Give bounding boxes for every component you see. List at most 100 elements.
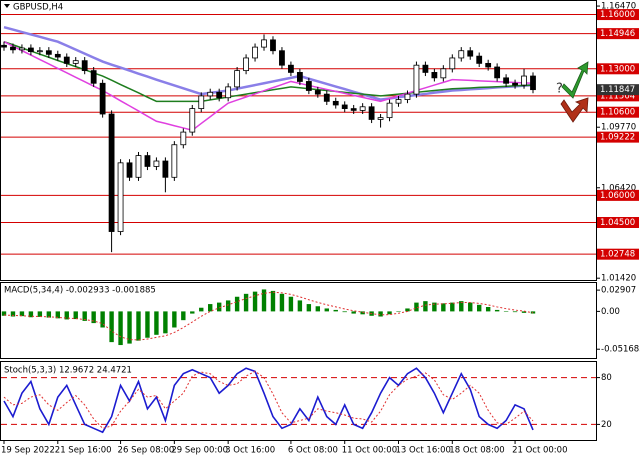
macd-bar: [405, 308, 410, 312]
candle-body: [395, 99, 402, 104]
macd-bar: [234, 296, 240, 312]
annotation: ?: [556, 82, 563, 97]
y-tick-label: 1.09770: [601, 123, 636, 133]
moving-average: [3, 41, 534, 132]
macd-bar: [432, 302, 437, 312]
candle-body: [288, 64, 294, 73]
candle-body: [377, 117, 384, 120]
macd-bar: [342, 311, 347, 313]
candle-body: [90, 70, 97, 84]
candle-body: [36, 50, 43, 53]
candle-body: [99, 82, 106, 115]
candle-body: [314, 90, 321, 95]
candle-body: [440, 68, 447, 79]
current-price-label: 1.11847: [600, 85, 635, 95]
stoch-title: Stoch(5,3,3) 12.9672 24.4721: [4, 366, 132, 376]
x-tick-label: 26 Sep 08:00: [118, 446, 175, 456]
macd-bar: [82, 311, 87, 321]
candle-body: [171, 144, 178, 178]
candle-body: [216, 91, 223, 99]
macd-bar: [270, 290, 276, 312]
candle-body: [19, 47, 25, 51]
candle-body: [81, 60, 88, 72]
candle-body: [422, 64, 429, 73]
level-label: 1.14946: [600, 29, 635, 39]
candle-body: [10, 46, 16, 51]
macd-bar: [324, 308, 329, 312]
macd-bar: [91, 311, 96, 324]
candle-body: [144, 155, 151, 167]
candle-body: [27, 47, 34, 53]
macd-bar: [154, 311, 159, 335]
candle-body: [54, 53, 61, 58]
level-label-box: [597, 9, 639, 21]
candle-body: [180, 131, 187, 146]
candle-body: [162, 160, 169, 178]
macd-bar: [190, 311, 195, 314]
candle-body: [1, 44, 7, 48]
candle-body: [386, 102, 393, 119]
y-tick-label: 0.00: [601, 307, 620, 317]
x-tick-label: 11 Oct 00:00: [342, 446, 397, 456]
macd-bar: [216, 302, 222, 312]
level-label-box: [597, 90, 639, 102]
macd-bar: [459, 301, 464, 312]
candle-body: [485, 62, 492, 68]
macd-bar: [423, 301, 428, 312]
candle-body: [296, 72, 303, 82]
level-label-box: [597, 63, 639, 75]
x-tick-label: 21 Oct 00:00: [512, 446, 567, 456]
macd-bar: [73, 311, 78, 320]
x-tick-label: 18 Oct 08:00: [449, 446, 504, 456]
macd-title: MACD(5,34,4) -0.002933 -0.001885: [4, 286, 156, 296]
level-label-box: [597, 189, 639, 201]
level-label: 1.02748: [600, 250, 635, 260]
candle-body: [368, 106, 375, 120]
macd-bar: [521, 311, 527, 313]
candle-body: [243, 57, 249, 72]
macd-bar: [450, 302, 455, 312]
macd-bar: [315, 306, 321, 312]
candle-body: [332, 100, 339, 106]
up-arrow-icon: [561, 61, 589, 99]
macd-bar: [118, 311, 123, 346]
symbol-icon: [4, 4, 10, 8]
candle-body: [404, 93, 411, 100]
y-tick-label: 20: [601, 420, 612, 430]
candle-body: [341, 104, 348, 109]
candle-body: [521, 75, 527, 86]
level-label: 1.06000: [600, 191, 635, 201]
macd-bar: [37, 311, 43, 317]
candle-body: [467, 50, 474, 57]
signal-line: [3, 291, 534, 341]
candle-body: [413, 64, 420, 95]
candle-body: [503, 77, 510, 84]
level-label-box: [597, 248, 639, 260]
y-tick-label: 1.01420: [601, 274, 636, 284]
level-label-box: [597, 106, 639, 118]
candle-body: [189, 108, 196, 133]
y-tick-label: 1.16470: [601, 2, 636, 12]
candle-body: [359, 106, 366, 111]
macd-bar: [109, 311, 114, 343]
macd-bar: [306, 304, 312, 312]
x-tick-label: 3 Oct 16:00: [225, 446, 275, 456]
candle-body: [225, 86, 232, 99]
candle-body: [530, 75, 536, 91]
macd-bar: [1, 311, 7, 316]
level-label: 1.11504: [600, 91, 635, 101]
macd-panel: [0, 282, 597, 359]
candle-body: [252, 46, 258, 59]
stoch-line: [3, 370, 534, 429]
macd-bar: [503, 311, 509, 312]
candle-body: [431, 72, 438, 79]
candle-body: [135, 155, 142, 178]
level-label: 1.09222: [600, 133, 635, 143]
candle-body: [512, 82, 518, 86]
candle-body: [350, 108, 357, 111]
candle-body: [261, 39, 267, 48]
chart-title: GBPUSD,H4: [13, 3, 63, 13]
macd-bar: [468, 302, 473, 312]
macd-bar: [55, 311, 60, 319]
